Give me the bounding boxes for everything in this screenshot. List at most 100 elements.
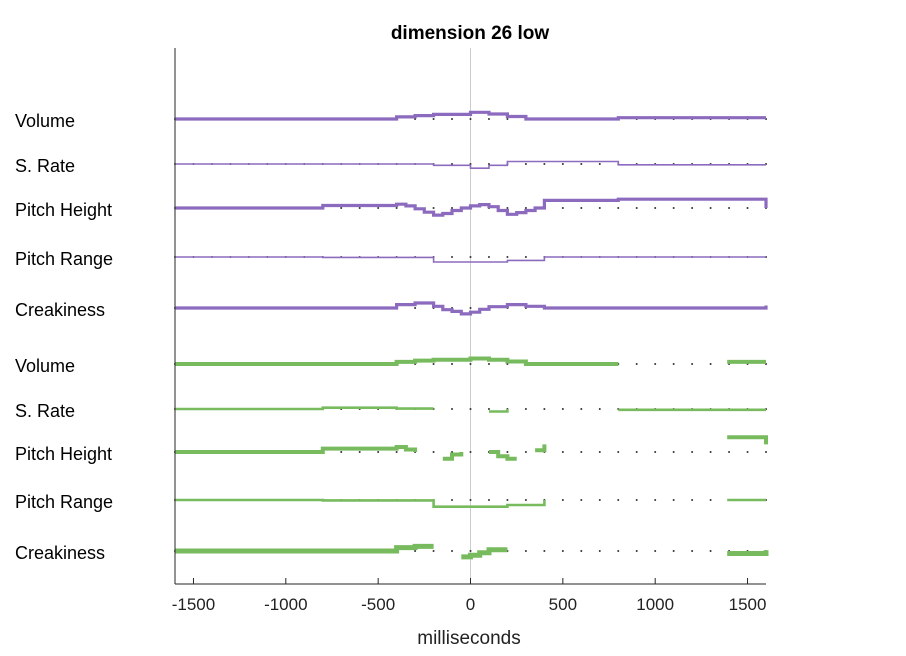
row-label: Creakiness — [15, 300, 105, 320]
baseline-dot — [506, 256, 509, 258]
baseline-dot — [469, 550, 472, 552]
series-line — [489, 450, 517, 461]
baseline-dot — [672, 550, 675, 552]
baseline-dot — [580, 451, 583, 453]
baseline-dot — [432, 550, 435, 552]
baseline-dot — [561, 163, 564, 165]
baseline-dot — [635, 207, 638, 209]
baseline-dot — [746, 451, 749, 453]
baseline-dot — [506, 451, 509, 453]
baseline-dot — [691, 451, 694, 453]
baseline-dot — [709, 363, 712, 365]
baseline-dot — [728, 451, 731, 453]
baseline-dot — [728, 207, 731, 209]
series-line — [175, 498, 546, 508]
series-line — [175, 110, 766, 121]
baseline-dot — [598, 207, 601, 209]
row-label: Creakiness — [15, 543, 105, 563]
x-tick-label: 1500 — [729, 595, 767, 614]
baseline-dot — [524, 256, 527, 258]
series-line — [175, 406, 434, 411]
baseline-dot — [561, 451, 564, 453]
baseline-dot — [709, 451, 712, 453]
baseline-dot — [635, 550, 638, 552]
x-axis: -1500 -1000 -500 0 500 1000 1500 — [172, 48, 767, 614]
baseline-dot — [451, 550, 454, 552]
baseline-dot — [580, 163, 583, 165]
row-label: S. Rate — [15, 156, 75, 176]
baseline-dot — [617, 207, 620, 209]
baseline-dot — [561, 207, 564, 209]
x-tick-label: 0 — [466, 595, 475, 614]
baseline-dot — [487, 499, 490, 501]
baseline-dot — [340, 451, 343, 453]
series-line — [489, 409, 509, 413]
baseline-dot — [543, 550, 546, 552]
baseline-dot — [654, 207, 657, 209]
row-label: Pitch Height — [15, 444, 112, 464]
baseline-dot — [691, 363, 694, 365]
baseline-dot — [580, 207, 583, 209]
baseline-dot — [672, 363, 675, 365]
series-line — [175, 301, 768, 316]
baseline-dot — [358, 207, 361, 209]
baseline-dot — [635, 451, 638, 453]
row-label: Pitch Range — [15, 492, 113, 512]
x-tick-label: -1500 — [172, 595, 215, 614]
baseline-dot — [524, 163, 527, 165]
series-line — [727, 550, 769, 556]
row-label: Volume — [15, 356, 75, 376]
baseline-dot — [451, 118, 454, 120]
baseline-dot — [617, 550, 620, 552]
baseline-dot — [469, 256, 472, 258]
baseline-dot — [395, 207, 398, 209]
baseline-dot — [635, 499, 638, 501]
series-line — [175, 160, 766, 169]
baseline-dot — [654, 550, 657, 552]
baseline-dot — [432, 451, 435, 453]
baseline-dot — [580, 408, 583, 410]
baseline-dot — [580, 550, 583, 552]
plot-area — [174, 48, 769, 584]
series-line — [535, 444, 547, 453]
baseline-dot — [580, 499, 583, 501]
baseline-dot — [414, 550, 417, 552]
x-tick-label: 1000 — [636, 595, 674, 614]
baseline-dot — [469, 363, 472, 365]
baseline-dot — [432, 207, 435, 209]
baseline-dot — [358, 451, 361, 453]
baseline-dot — [598, 499, 601, 501]
baseline-dot — [487, 408, 490, 410]
row-label: Pitch Height — [15, 200, 112, 220]
baseline-dot — [340, 207, 343, 209]
baseline-dot — [672, 207, 675, 209]
baseline-dot — [524, 499, 527, 501]
row-label: S. Rate — [15, 401, 75, 421]
baseline-dot — [561, 499, 564, 501]
x-axis-label: milliseconds — [417, 628, 520, 649]
series-line — [175, 445, 418, 454]
series-line — [175, 543, 434, 554]
series-line — [175, 197, 768, 217]
baseline-dot — [451, 256, 454, 258]
baseline-dot — [487, 118, 490, 120]
x-tick-label: 500 — [549, 595, 577, 614]
series-line — [175, 356, 619, 366]
baseline-dot — [672, 499, 675, 501]
baseline-dot — [598, 163, 601, 165]
baseline-dot — [654, 499, 657, 501]
baseline-dot — [561, 408, 564, 410]
baseline-dot — [635, 363, 638, 365]
baseline-dot — [598, 408, 601, 410]
baseline-dot — [469, 408, 472, 410]
baseline-dot — [469, 307, 472, 309]
baseline-dot — [524, 550, 527, 552]
baseline-dot — [543, 408, 546, 410]
baseline-dot — [451, 207, 454, 209]
baseline-dot — [395, 451, 398, 453]
baseline-dot — [561, 550, 564, 552]
baseline-dot — [524, 207, 527, 209]
baseline-dot — [746, 207, 749, 209]
baseline-dot — [691, 550, 694, 552]
